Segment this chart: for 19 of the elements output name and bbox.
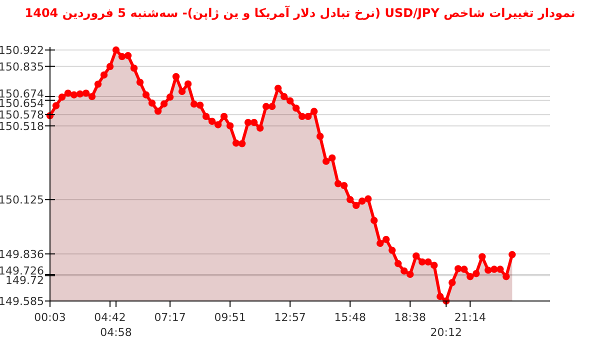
x-tick-label: 21:14 <box>454 311 486 324</box>
chart-title: نمودار تغییرات شاخص USD/JPY (نرخ تبادل دلار آمریکا و ین ژاپن)- سه‌شنبه 5 فروردین 1404 <box>24 6 576 20</box>
y-tick-label: 150.125 <box>0 194 44 207</box>
x-tick-label: 20:12 <box>430 326 462 339</box>
x-tick-label: 18:38 <box>394 311 426 324</box>
x-tick-label: 00:03 <box>34 311 66 324</box>
y-tick-label: 149.585 <box>0 294 44 308</box>
y-tick-label: 150.922 <box>0 44 44 57</box>
y-tick-label: 150.578 <box>0 108 44 122</box>
x-tick-label: 15:48 <box>334 311 366 324</box>
x-tick-label: 04:42 <box>94 311 126 324</box>
x-tick-label: 12:57 <box>274 311 306 324</box>
x-tick-label: 07:17 <box>154 311 186 324</box>
y-tick-label: 150.518 <box>0 120 44 133</box>
y-tick-label: 149.836 <box>0 248 44 261</box>
y-tick-label: 150.654 <box>0 97 44 110</box>
y-tick-label: 150.835 <box>0 60 44 74</box>
x-tick-label: 09:51 <box>214 311 246 324</box>
x-tick-label: 04:58 <box>100 326 132 339</box>
